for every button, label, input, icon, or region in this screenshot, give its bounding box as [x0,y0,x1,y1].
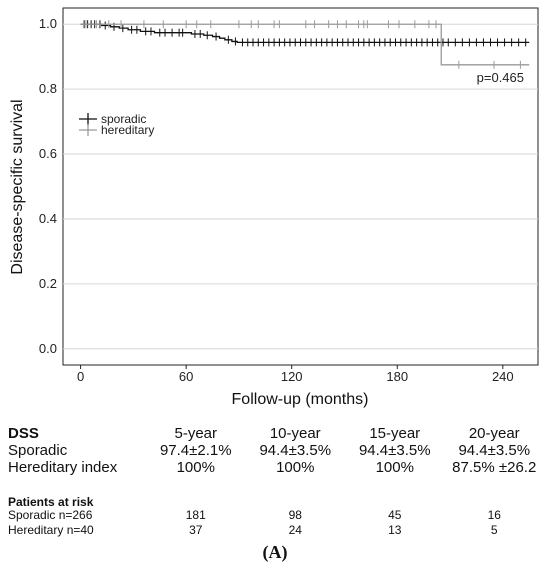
legend-label-hereditary: hereditary [101,123,154,137]
series-layer [80,20,530,69]
legend-label-sporadic: sporadic [101,112,146,126]
risk-row-sporadic: Sporadic n=266 181 98 45 16 [8,508,544,523]
risk-cell: 16 [487,508,501,522]
risk-row-hereditary: Hereditary n=40 37 24 13 5 [8,523,544,538]
dss-col-15-year: 15-year [369,425,421,442]
series-line-hereditary [80,23,530,66]
x-tick-label: 120 [281,369,303,384]
risk-cell: 13 [388,523,402,537]
dss-cell: 94.4±3.5% [458,442,531,459]
dss-col-5-year: 5-year [174,425,218,442]
x-tick-label: 60 [179,369,193,384]
risk-cell: 5 [490,523,498,537]
dss-col-20-year: 20-year [468,425,520,442]
dss-table: DSS 5-year 10-year 15-year 20-year Spora… [8,425,544,476]
dss-row-hereditary: Hereditary index 100% 100% 100% 87.5% ±2… [8,459,544,476]
dss-cell: 94.4±3.5% [259,442,332,459]
patients-at-risk-title: Patients at risk [8,495,94,509]
km-survival-chart: 0.0 0.2 0.4 0.6 0.8 1.0 0 60 120 180 240 Disease-… [9,7,539,408]
legend: sporadic hereditary [79,112,154,137]
plot-area [62,7,539,366]
patients-at-risk-table: Sporadic n=266 181 98 45 16 Hereditary n… [8,508,544,538]
panel-label: (A) [262,542,288,562]
dss-cell: 100% [375,459,414,476]
y-tick-label: 0.4 [39,211,57,226]
dss-row-sporadic: Sporadic 97.4±2.1% 94.4±3.5% 94.4±3.5% 9… [8,442,544,459]
dss-row-label: Hereditary index [8,459,118,476]
y-tick-label: 0.6 [39,146,57,161]
risk-cell: 98 [288,508,302,522]
dss-header-row: DSS 5-year 10-year 15-year 20-year [8,425,544,442]
risk-cell: 45 [388,508,402,522]
y-axis-label: Disease-specific survival [9,99,26,274]
x-axis-label: Follow-up (months) [232,391,369,408]
series-line-sporadic [80,23,530,44]
x-tick-label: 240 [492,369,514,384]
dss-cell: 97.4±2.1% [159,442,232,459]
risk-row-label: Hereditary n=40 [8,523,94,537]
risk-cell: 24 [288,523,302,537]
dss-cell: 94.4±3.5% [358,442,431,459]
legend-item-sporadic: sporadic [79,112,146,126]
y-tick-label: 1.0 [39,16,57,31]
x-tick-label: 180 [386,369,408,384]
x-tick-label: 0 [77,369,84,384]
dss-cell: 100% [276,459,315,476]
y-tick-label: 0.8 [39,81,57,96]
p-value-annotation: p=0.465 [477,70,524,85]
y-tick-label: 0.0 [39,341,57,356]
y-tick-label: 0.2 [39,276,57,291]
risk-cell: 181 [185,508,206,522]
risk-cell: 37 [189,523,203,537]
risk-row-label: Sporadic n=266 [8,508,93,522]
y-axis-ticks: 0.0 0.2 0.4 0.6 0.8 1.0 [39,16,57,356]
dss-cell: 100% [176,459,215,476]
dss-col-10-year: 10-year [269,425,321,442]
dss-row-label: Sporadic [8,442,68,459]
legend-item-hereditary: hereditary [79,123,154,137]
dss-header-label: DSS [8,425,39,442]
gridlines [63,23,538,350]
x-axis-ticks: 0 60 120 180 240 [77,365,514,384]
dss-cell: 87.5% ±26.2 [452,459,537,476]
